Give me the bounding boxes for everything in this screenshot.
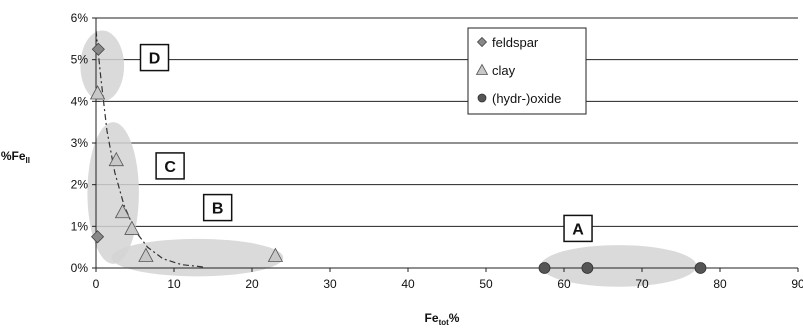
group-label-text: D bbox=[149, 51, 161, 68]
y-tick-label: 2% bbox=[71, 178, 89, 192]
legend: feldspar clay (hydr-)oxide bbox=[467, 27, 587, 115]
point-diamond bbox=[90, 230, 105, 244]
x-tick-label: 80 bbox=[713, 277, 727, 291]
legend-label: (hydr-)oxide bbox=[492, 91, 561, 106]
gridlines bbox=[96, 17, 798, 227]
group-region-b bbox=[111, 238, 284, 277]
y-tick-label: 1% bbox=[71, 219, 89, 233]
point-diamond bbox=[91, 42, 105, 56]
group-label-box bbox=[139, 43, 170, 72]
x-tick-label: 60 bbox=[557, 277, 571, 291]
group-labels: A B C D bbox=[139, 43, 593, 243]
group-label-box bbox=[563, 214, 593, 243]
group-regions bbox=[80, 30, 697, 287]
x-axis-label: Fetot% bbox=[425, 311, 460, 327]
legend-marker-diamond bbox=[476, 36, 488, 48]
y-tick-label: 0% bbox=[71, 261, 89, 275]
x-tick-label: 20 bbox=[245, 277, 259, 291]
legend-marker-circle bbox=[477, 93, 487, 103]
group-label-a: A bbox=[563, 214, 593, 243]
legend-box bbox=[467, 27, 587, 115]
y-tick-label: 5% bbox=[71, 53, 89, 67]
x-tick-label: 10 bbox=[167, 277, 181, 291]
group-label-box bbox=[202, 193, 233, 222]
point-circle bbox=[694, 262, 707, 274]
point-triangle bbox=[267, 247, 284, 262]
group-region-a bbox=[540, 245, 697, 287]
x-tick-label: 50 bbox=[479, 277, 493, 291]
y-tick-label: 4% bbox=[71, 94, 89, 108]
x-tick-label: 30 bbox=[323, 277, 337, 291]
point-triangle bbox=[124, 220, 140, 235]
group-label-c: C bbox=[155, 152, 185, 180]
x-tick-label: 90 bbox=[791, 277, 803, 291]
group-region-d bbox=[80, 30, 125, 102]
legend-marker-triangle bbox=[475, 63, 489, 75]
point-circle bbox=[538, 262, 551, 274]
tick-labels: 0 10 20 30 40 50 60 70 80 90 0% 1% 2% 3% 4% 5% 6% bbox=[71, 11, 803, 291]
data-points bbox=[89, 42, 707, 274]
point-triangle bbox=[138, 247, 154, 262]
legend-label: feldspar bbox=[492, 35, 539, 50]
y-axis-label: %FeII bbox=[1, 149, 30, 165]
group-label-text: C bbox=[164, 159, 176, 176]
x-tick-label: 70 bbox=[635, 277, 649, 291]
point-triangle bbox=[108, 151, 124, 167]
x-tick-label: 40 bbox=[401, 277, 415, 291]
group-label-box bbox=[155, 152, 185, 180]
x-tick-label: 0 bbox=[93, 277, 100, 291]
legend-label: clay bbox=[492, 63, 516, 78]
point-triangle bbox=[89, 85, 106, 100]
group-label-text: A bbox=[572, 221, 584, 238]
point-triangle bbox=[114, 203, 131, 219]
group-label-d: D bbox=[139, 43, 170, 72]
y-tick-label: 6% bbox=[71, 11, 89, 25]
group-region-c bbox=[87, 122, 139, 264]
point-circle bbox=[581, 262, 594, 274]
group-label-text: B bbox=[212, 201, 224, 218]
group-label-b: B bbox=[202, 193, 233, 222]
y-tick-label: 3% bbox=[71, 136, 89, 150]
axes bbox=[92, 17, 799, 272]
